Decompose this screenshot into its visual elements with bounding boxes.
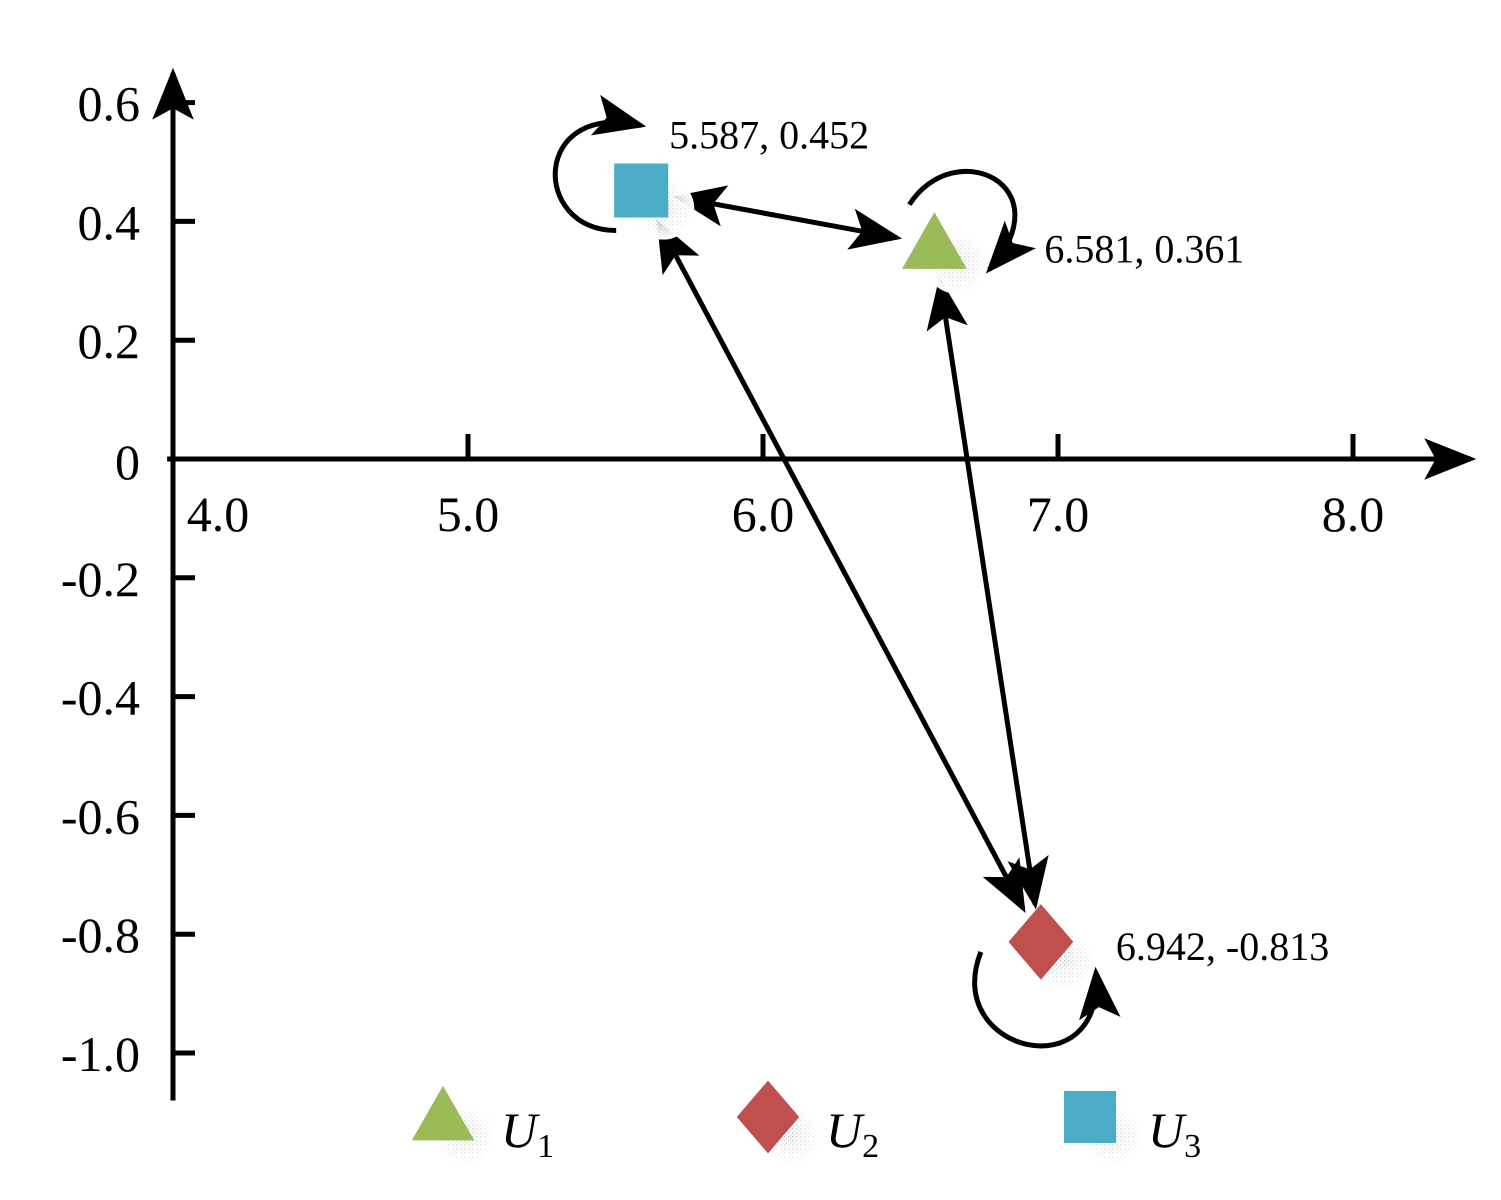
legend-label-letter: U bbox=[826, 1102, 865, 1158]
data-points bbox=[614, 163, 1094, 991]
self-loop-u2 bbox=[972, 950, 1121, 1049]
legend-label-subscript: 2 bbox=[862, 1128, 879, 1165]
y-tick-label: 0.6 bbox=[78, 76, 141, 132]
self-loop-u1 bbox=[907, 168, 1036, 274]
transition-arrows bbox=[552, 94, 1121, 1049]
y-tick-label: -0.8 bbox=[61, 907, 140, 963]
y-tick-label: 0.4 bbox=[78, 194, 141, 250]
legend-label-letter: U bbox=[501, 1102, 540, 1158]
legend-marker-u2 bbox=[736, 1080, 820, 1165]
point-u2 bbox=[1008, 904, 1094, 991]
y-tick-label: 0 bbox=[115, 434, 140, 490]
marker-shape bbox=[411, 1085, 475, 1141]
data-labels: 6.581, 0.361 6.942, -0.813 5.587, 0.452 bbox=[669, 113, 1329, 969]
marker-shape bbox=[736, 1080, 800, 1154]
transition-arrow-u3-u2 bbox=[656, 219, 1026, 913]
legend-item-u3: U3 bbox=[1064, 1091, 1201, 1165]
legend-label-letter: U bbox=[1148, 1102, 1187, 1158]
marker-shape bbox=[901, 212, 967, 269]
marker-shape bbox=[1064, 1091, 1116, 1143]
point-u1 bbox=[901, 212, 988, 294]
legend-item-u2: U2 bbox=[736, 1080, 879, 1165]
self-loop-u3 bbox=[552, 94, 647, 234]
legend: U1 U2 U3 bbox=[411, 1080, 1201, 1165]
x-tick-label: 8.0 bbox=[1322, 486, 1385, 542]
legend-label-subscript: 3 bbox=[1184, 1128, 1201, 1165]
legend-label: U1 bbox=[501, 1102, 554, 1165]
y-tick-label: 0.2 bbox=[78, 313, 141, 369]
y-tick-label: -0.4 bbox=[61, 670, 140, 726]
legend-marker-u1 bbox=[411, 1085, 495, 1165]
transition-arrow-u3-u1 bbox=[673, 185, 903, 250]
x-tick-label: 5.0 bbox=[437, 486, 500, 542]
legend-label: U2 bbox=[826, 1102, 879, 1165]
transition-arrow-u1-u2 bbox=[926, 276, 1049, 910]
x-tick-label: 7.0 bbox=[1027, 486, 1090, 542]
y-tick-label: -1.0 bbox=[61, 1026, 140, 1082]
x-tick-label: 6.0 bbox=[732, 486, 795, 542]
legend-label: U3 bbox=[1148, 1102, 1201, 1165]
marker-shape bbox=[614, 163, 669, 218]
data-label-u1: 6.581, 0.361 bbox=[1044, 227, 1244, 272]
y-tick-label: -0.2 bbox=[61, 551, 140, 607]
x-tick-label: 4.0 bbox=[187, 486, 250, 542]
legend-item-u1: U1 bbox=[411, 1085, 554, 1165]
legend-label-subscript: 1 bbox=[537, 1128, 554, 1165]
y-tick-label: -0.6 bbox=[61, 788, 140, 844]
point-u3 bbox=[614, 163, 695, 240]
data-label-u3: 5.587, 0.452 bbox=[669, 113, 869, 158]
data-label-u2: 6.942, -0.813 bbox=[1116, 924, 1329, 969]
legend-marker-u3 bbox=[1064, 1091, 1142, 1165]
marker-shape bbox=[1008, 904, 1074, 980]
